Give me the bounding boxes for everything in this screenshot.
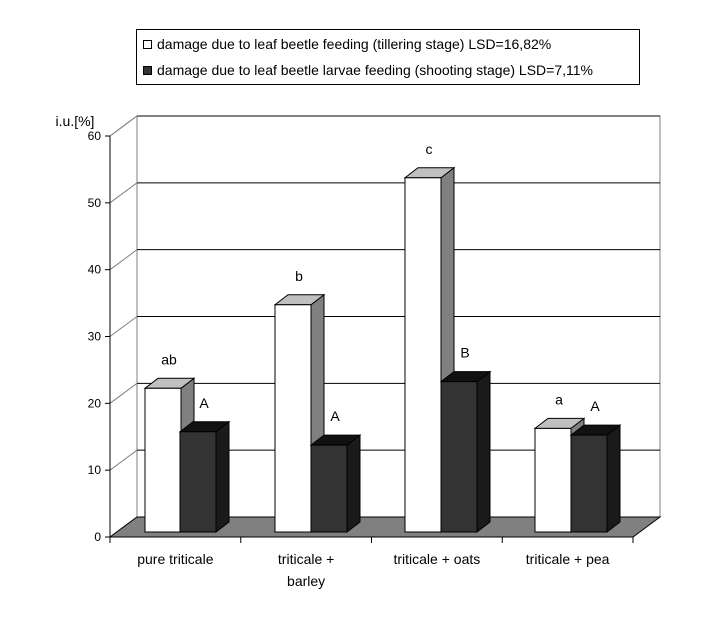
gridline-side [109,449,138,471]
x-tick-label: triticale + oats [393,551,480,567]
gridline-side [109,382,138,404]
bar-tillering [404,177,442,533]
legend-label-tillering: damage due to leaf beetle feeding (tille… [157,36,552,52]
bar-shooting-side [215,420,230,534]
bar-label-tillering: ab [161,351,177,367]
legend-label-shooting: damage due to leaf beetle larvae feeding… [157,62,593,78]
bar-shooting [179,431,217,533]
x-tick-label: triticale + barley [278,551,334,589]
bar-shooting [440,381,478,533]
legend-item-tillering: damage due to leaf beetle feeding (tille… [143,35,551,53]
bar-tillering [534,427,572,533]
legend-swatch-white [143,39,152,49]
y-tick-label: 20 [88,396,102,410]
bar-label-tillering: b [295,268,303,284]
side-wall-top-edge [109,115,138,137]
bar-tillering [274,304,312,533]
y-tick-label: 50 [88,196,102,210]
x-tick-label: pure triticale [137,551,213,567]
y-tick-label: 40 [88,263,102,277]
bar-shooting [570,434,608,533]
y-tick-label: 30 [88,330,102,344]
bar-tillering [144,387,182,533]
bar-shooting-side [606,424,621,534]
bar-label-shooting: A [330,408,340,424]
bar-label-tillering: a [555,391,563,407]
x-tick-label: triticale + pea [526,551,610,567]
legend: damage due to leaf beetle feeding (tille… [136,29,640,85]
gridline-side [109,316,138,337]
bar-shooting-side [346,434,361,534]
y-tick-label: 0 [94,530,101,544]
gridline-side [109,182,138,204]
bar-shooting-side [476,370,491,534]
bar-label-tillering: c [426,141,433,157]
y-axis-label: i.u.[%] [56,113,95,129]
y-tick-label: 10 [88,463,102,477]
legend-swatch-dark [143,65,152,75]
bar-shooting [310,444,348,533]
gridline-side [109,249,138,271]
bar-label-shooting: A [590,398,600,414]
y-tick-label: 60 [88,129,102,143]
bar-label-shooting: B [460,345,469,361]
bar-label-shooting: A [199,395,209,411]
legend-item-shooting: damage due to leaf beetle larvae feeding… [143,61,593,79]
